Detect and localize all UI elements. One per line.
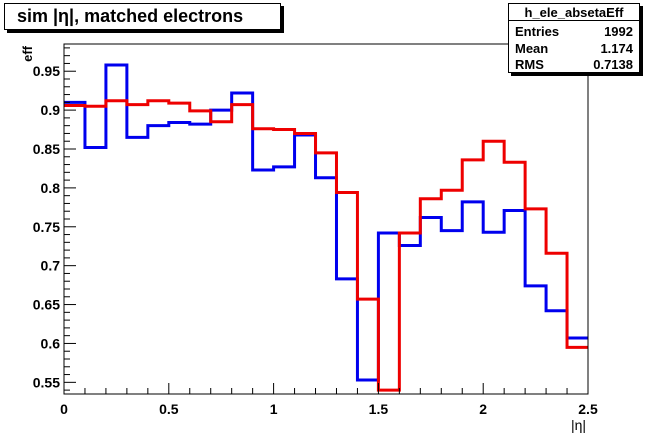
x-tick-label: 2 [479, 401, 487, 417]
stats-row-mean: Mean 1.174 [515, 40, 633, 57]
y-tick-label: 0.9 [41, 102, 61, 118]
y-tick-label: 0.95 [33, 63, 60, 79]
plot-frame [63, 43, 589, 395]
stats-label: RMS [515, 57, 544, 72]
y-tick-label: 0.65 [33, 297, 60, 313]
series-layer [64, 63, 588, 392]
stats-label: Entries [515, 24, 560, 39]
stats-histogram-name: h_ele_absetaEff [509, 4, 639, 21]
axis-layer: 0 0.5 1 1.5 2 2.5 0.55 0.6 0.65 0.7 0.75 0.8 0.85 0.9… [33, 47, 598, 417]
stats-row-entries: Entries 1992 [515, 23, 633, 40]
x-tick-label: 1.5 [369, 401, 389, 417]
y-tick-label: 0.7 [41, 258, 61, 274]
stats-row-rms: RMS 0.7138 [515, 56, 633, 73]
title-box: sim |η|, matched electrons [4, 3, 281, 30]
y-tick-label: 0.8 [41, 180, 61, 196]
series-1-line [64, 63, 588, 382]
y-tick-label: 0.55 [33, 374, 60, 390]
x-tick-label: 0.5 [159, 401, 179, 417]
stats-label: Mean [515, 41, 549, 56]
y-tick-label: 0.6 [41, 335, 61, 351]
x-tick-label: 1 [270, 401, 278, 417]
stats-value: 1.174 [600, 41, 633, 56]
stats-value: 1992 [604, 24, 633, 39]
chart-title: sim |η|, matched electrons [17, 6, 244, 26]
stats-box: h_ele_absetaEff Entries 1992 Mean 1.174 … [508, 3, 640, 73]
x-tick-label: 2.5 [578, 401, 598, 417]
y-tick-label: 0.85 [33, 141, 60, 157]
y-axis-label: eff [20, 45, 35, 62]
series-2-line [64, 99, 588, 392]
stats-value: 0.7138 [593, 57, 633, 72]
x-axis-label: |η| [571, 417, 586, 433]
y-tick-label: 0.75 [33, 219, 60, 235]
x-tick-label: 0 [60, 401, 68, 417]
